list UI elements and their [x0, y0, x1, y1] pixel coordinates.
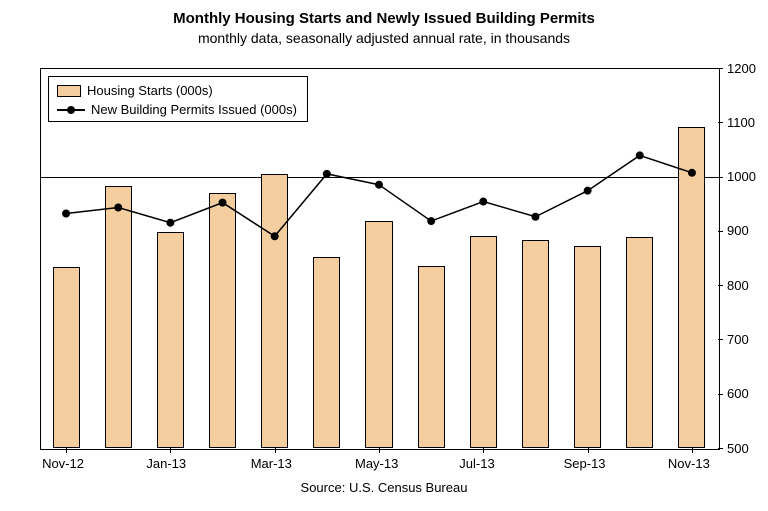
legend-marker-glyph [67, 106, 75, 114]
x-tick-outer [483, 448, 484, 453]
chart-container: Monthly Housing Starts and Newly Issued … [0, 0, 768, 511]
y-tick [718, 448, 723, 449]
legend-box: Housing Starts (000s) New Building Permi… [48, 76, 308, 122]
bar [470, 236, 497, 448]
x-tick-outer [275, 448, 276, 453]
bar [418, 266, 445, 448]
x-tick-label: Nov-13 [668, 456, 710, 471]
x-tick-outer [588, 448, 589, 453]
y-tick-label: 500 [727, 441, 749, 456]
chart-subtitle: monthly data, seasonally adjusted annual… [0, 30, 768, 46]
legend-label-bars: Housing Starts (000s) [87, 83, 213, 98]
x-tick-label: Jul-13 [459, 456, 494, 471]
y-tick [718, 394, 723, 395]
y-tick-label: 1000 [727, 169, 756, 184]
x-tick-label: Jan-13 [146, 456, 186, 471]
y-tick [718, 285, 723, 286]
x-tick-label: May-13 [355, 456, 398, 471]
legend-line-glyph [57, 109, 85, 111]
x-tick-outer [379, 448, 380, 453]
bar [313, 257, 340, 448]
source-text: Source: U.S. Census Bureau [0, 480, 768, 495]
legend-item-bars: Housing Starts (000s) [57, 83, 213, 98]
bar [626, 237, 653, 448]
y-tick [718, 231, 723, 232]
x-tick-outer [170, 448, 171, 453]
bar [678, 127, 705, 448]
x-tick-outer [66, 448, 67, 453]
chart-title: Monthly Housing Starts and Newly Issued … [0, 10, 768, 27]
bar [157, 232, 184, 448]
gridline-1000 [40, 177, 718, 178]
legend-label-line: New Building Permits Issued (000s) [91, 102, 297, 117]
y-tick-label: 800 [727, 278, 749, 293]
y-tick-label: 1100 [727, 115, 755, 130]
bar [53, 267, 80, 448]
bar [261, 174, 288, 448]
y-tick [718, 68, 723, 69]
bar [574, 246, 601, 448]
y-tick [718, 177, 723, 178]
bar [365, 221, 392, 448]
y-tick [718, 122, 723, 123]
legend-swatch-bars [57, 85, 81, 97]
bar [105, 186, 132, 448]
bar [522, 240, 549, 448]
x-tick-outer [692, 448, 693, 453]
x-tick-label: Sep-13 [564, 456, 606, 471]
y-tick-label: 700 [727, 332, 749, 347]
x-tick-label: Nov-12 [42, 456, 84, 471]
y-tick-label: 600 [727, 386, 749, 401]
x-tick-label: Mar-13 [251, 456, 292, 471]
legend-item-line: New Building Permits Issued (000s) [57, 102, 297, 117]
bar [209, 193, 236, 448]
y-tick-label: 1200 [727, 61, 756, 76]
y-tick [718, 339, 723, 340]
y-tick-label: 900 [727, 223, 749, 238]
